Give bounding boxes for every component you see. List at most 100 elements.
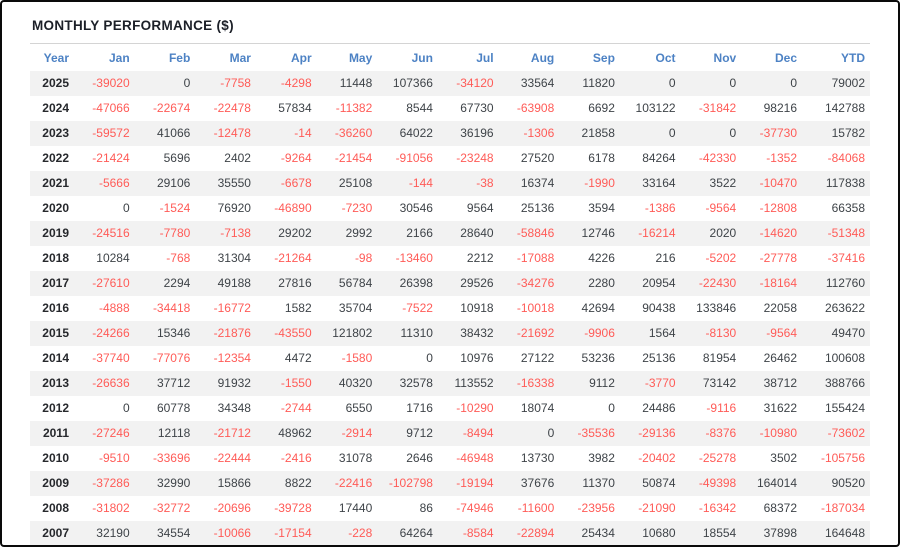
year-cell: 2017 [42,276,69,290]
year-cell: 2012 [42,401,69,415]
ytd-cell: 15782 [831,126,865,140]
value-cell: 25136 [642,351,676,365]
value-cell: 1564 [648,326,676,340]
value-cell: -144 [408,176,433,190]
column-header-may: May [348,51,373,65]
title-divider [30,43,870,44]
column-header-jul: Jul [476,51,494,65]
value-cell: 18074 [520,401,555,415]
value-cell: -16338 [516,376,555,390]
value-cell: 10976 [460,351,494,365]
value-cell: 73142 [702,376,737,390]
table-row-2008: 2008 -31802 -32772 -20696 -39728 17440 86 -7494… [30,496,870,521]
year-cell: 2009 [42,476,69,490]
table-row-2016: 2016 -4888 -34418 -16772 1582 35704 -7522 10918… [30,296,870,321]
value-cell: -8130 [705,326,737,340]
value-cell: 13730 [520,451,555,465]
value-cell: 90438 [642,301,676,315]
year-cell: 2011 [42,426,69,440]
table-header: Year Jan Feb Mar Apr May Jun Jul Aug Sep Oct Nov Dec… [30,44,870,71]
value-cell: 4472 [284,351,312,365]
value-cell: 18554 [702,526,737,540]
value-cell: 0 [608,401,615,415]
value-cell: -34276 [516,276,555,290]
value-cell: 56784 [338,276,373,290]
value-cell: 12746 [581,226,615,240]
header-row: Year Jan Feb Mar Apr May Jun Jul Aug Sep Oct Nov Dec… [30,44,870,71]
table-row-2021: 2021 -5666 29106 35550 -6678 25108 -144 -38 1637… [30,171,870,196]
value-cell: 12118 [157,426,191,440]
value-cell: 64264 [399,526,433,540]
table-row-2017: 2017 -27610 2294 49188 27816 56784 26398 29526 -… [30,271,870,296]
value-cell: 0 [426,351,433,365]
value-cell: -34120 [456,76,494,90]
value-cell: 0 [790,76,797,90]
value-cell: 33164 [642,176,676,190]
value-cell: -22894 [516,526,555,540]
value-cell: -17088 [516,251,555,265]
value-cell: -24266 [92,326,130,340]
value-cell: -11600 [517,501,555,515]
value-cell: -16342 [698,501,737,515]
value-cell: 1582 [284,301,312,315]
value-cell: -768 [166,251,191,265]
value-cell: 26462 [763,351,797,365]
value-cell: -14 [294,126,312,140]
value-cell: -37730 [759,126,797,140]
value-cell: 8822 [284,476,312,490]
value-cell: 34348 [217,401,251,415]
value-cell: -10980 [759,426,797,440]
value-cell: 30546 [399,201,433,215]
value-cell: -2744 [280,401,312,415]
value-cell: 86 [419,501,433,515]
value-cell: 2992 [345,226,373,240]
table-row-2009: 2009 -37286 32990 15866 8822 -22416 -102798 -19… [30,471,870,496]
value-cell: 64022 [399,126,433,140]
value-cell: 6178 [588,151,615,165]
year-cell: 2025 [42,76,69,90]
column-header-oct: Oct [655,51,676,65]
value-cell: -9116 [706,401,737,415]
value-cell: -8584 [462,526,494,540]
value-cell: -21454 [334,151,373,165]
value-cell: -22674 [152,101,191,115]
value-cell: -19194 [456,476,494,490]
value-cell: 37712 [156,376,191,390]
value-cell: 81954 [702,351,737,365]
value-cell: 2294 [163,276,191,290]
value-cell: -16214 [638,226,676,240]
ytd-cell: 79002 [831,76,865,90]
ytd-cell: 142788 [824,101,865,115]
year-cell: 2010 [42,451,69,465]
column-header-nov: Nov [713,51,737,65]
value-cell: 0 [668,126,676,140]
value-cell: -5202 [705,251,737,265]
value-cell: 9112 [589,376,615,390]
value-cell: -10018 [516,301,555,315]
ytd-cell: -73602 [827,426,865,440]
value-cell: 0 [547,426,555,440]
value-cell: -21424 [92,151,130,165]
value-cell: -23248 [456,151,494,165]
value-cell: 17440 [338,501,373,515]
value-cell: 2646 [406,451,433,465]
table-row-2023: 2023 -59572 41066 -12478 -14 -36260 64022 36196… [30,121,870,146]
value-cell: 16374 [520,176,555,190]
value-cell: 53236 [581,351,615,365]
value-cell: 32990 [156,476,191,490]
value-cell: -21712 [213,426,251,440]
year-cell: 2013 [42,376,69,390]
value-cell: -20402 [638,451,676,465]
ytd-cell: 263622 [824,301,865,315]
value-cell: -32772 [152,501,191,515]
value-cell: -29136 [638,426,676,440]
value-cell: 38712 [763,376,797,390]
value-cell: 35704 [338,301,373,315]
value-cell: -37740 [92,351,130,365]
year-cell: 2016 [42,301,69,315]
value-cell: 98216 [763,101,797,115]
value-cell: -46948 [456,451,494,465]
value-cell: -7138 [220,226,251,240]
value-cell: -38 [476,176,494,190]
